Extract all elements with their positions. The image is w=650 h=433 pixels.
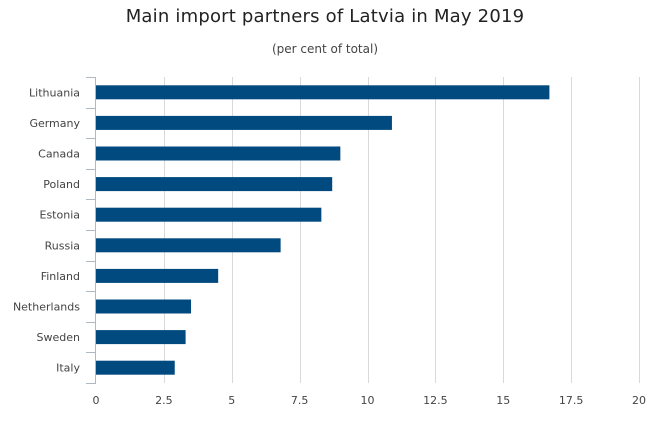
x-tick-label: 7.5 <box>291 394 309 407</box>
bar-poland[interactable] <box>96 177 333 192</box>
bar-russia[interactable] <box>96 238 281 253</box>
category-label: Italy <box>56 362 80 375</box>
bar-finland[interactable] <box>96 268 219 283</box>
category-label: Russia <box>45 239 80 252</box>
axes <box>86 77 96 384</box>
category-label: Germany <box>29 117 80 130</box>
bars <box>96 85 550 375</box>
category-label: Lithuania <box>29 86 80 99</box>
x-tick-label: 17.5 <box>559 394 584 407</box>
x-tick-label: 0 <box>93 394 100 407</box>
x-tick-label: 15 <box>496 394 510 407</box>
chart-subtitle: (per cent of total) <box>271 42 379 56</box>
bar-netherlands[interactable] <box>96 299 192 314</box>
category-label: Poland <box>43 178 80 191</box>
x-tick-labels: 0 2.5 5 7.5 10 12.5 15 17.5 20 <box>93 394 647 407</box>
x-tick-label: 5 <box>228 394 235 407</box>
x-tick-label: 2.5 <box>155 394 173 407</box>
category-label: Canada <box>38 148 80 161</box>
bar-canada[interactable] <box>96 146 341 161</box>
bar-sweden[interactable] <box>96 330 186 345</box>
bar-germany[interactable] <box>96 115 392 130</box>
bar-italy[interactable] <box>96 360 175 375</box>
x-tick-label: 10 <box>361 394 375 407</box>
x-tick-label: 12.5 <box>423 394 448 407</box>
category-label: Netherlands <box>13 301 80 314</box>
category-label: Estonia <box>40 209 81 222</box>
category-label: Sweden <box>37 331 80 344</box>
category-label: Finland <box>41 270 80 283</box>
chart-title: Main import partners of Latvia in May 20… <box>125 6 525 27</box>
x-tick-label: 20 <box>632 394 646 407</box>
bar-estonia[interactable] <box>96 207 322 222</box>
bar-lithuania[interactable] <box>96 85 550 100</box>
category-labels: Lithuania Germany Canada Poland Estonia Russi… <box>13 86 81 374</box>
